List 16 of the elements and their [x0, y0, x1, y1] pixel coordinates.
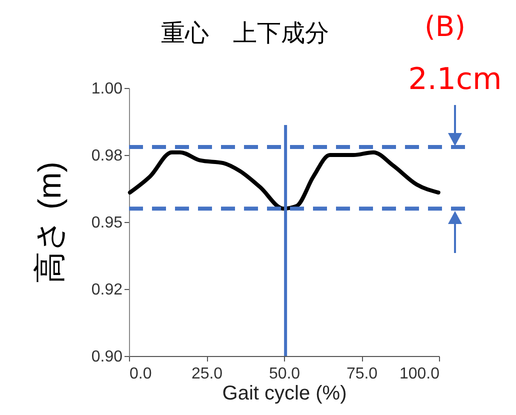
annotation: 2.1cm: [408, 62, 502, 97]
y-tick-label: 0.98: [91, 148, 123, 164]
y-axis-title: 高さ (m): [31, 162, 68, 284]
y-tick-label: 0.95: [91, 214, 123, 232]
x-tick-label: 75.0: [346, 366, 378, 382]
y-tick-label: 0.92: [91, 282, 123, 298]
text: (B): [424, 10, 466, 43]
y-tick-label: 1.00: [91, 80, 123, 98]
y-tick-label: 0.90: [91, 348, 123, 366]
x-tick-label: 25.0: [191, 366, 223, 382]
x-tick-label: 50.0: [268, 366, 300, 382]
x-tick-label: 0.0: [130, 366, 152, 382]
chart-title: 重心 上下成分: [161, 19, 329, 47]
x-axis-title: Gait cycle (%): [222, 382, 347, 404]
line-series: [128, 150, 440, 211]
x-tick-label: 100.0: [399, 366, 440, 382]
